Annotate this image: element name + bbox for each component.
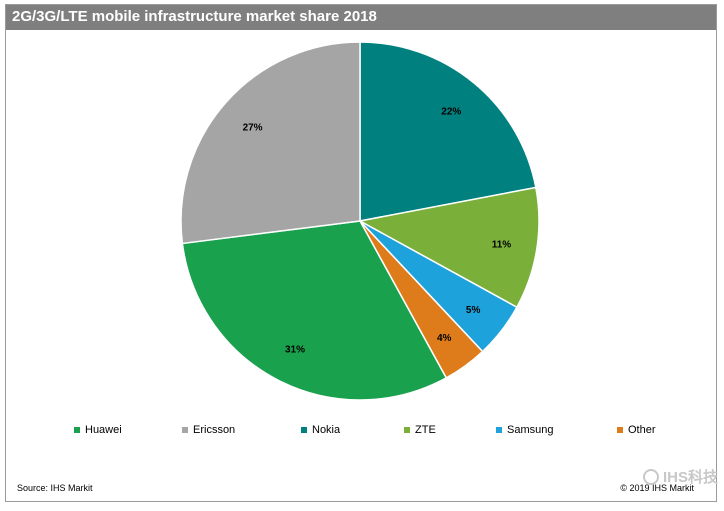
pie-chart: 22% 11% 5% 4% 31% 27% bbox=[180, 41, 540, 401]
legend-label: ZTE bbox=[415, 424, 436, 436]
legend-item-samsung: Samsung bbox=[496, 424, 553, 436]
legend-item-huawei: Huawei bbox=[74, 424, 122, 436]
legend-label: Samsung bbox=[507, 424, 554, 436]
legend-label: Other bbox=[628, 424, 656, 436]
slice-label-huawei: 31% bbox=[285, 345, 305, 356]
copyright-note: © 2019 IHS Markit bbox=[620, 483, 694, 493]
title-bar: 2G/3G/LTE mobile infrastructure market s… bbox=[6, 5, 716, 30]
legend-item-ericsson: Ericsson bbox=[182, 424, 235, 436]
legend-swatch bbox=[496, 427, 502, 433]
wechat-icon bbox=[642, 468, 659, 485]
chart-frame: 2G/3G/LTE mobile infrastructure market s… bbox=[5, 4, 717, 502]
watermark-text: IHS科技 bbox=[662, 469, 718, 486]
legend-swatch bbox=[182, 427, 188, 433]
slice-label-other: 4% bbox=[437, 333, 452, 344]
legend-swatch bbox=[404, 427, 410, 433]
legend-label: Huawei bbox=[85, 424, 122, 436]
chart-title: 2G/3G/LTE mobile infrastructure market s… bbox=[12, 8, 377, 25]
legend: Huawei Ericsson Nokia ZTE Samsung Other bbox=[6, 424, 718, 444]
legend-swatch bbox=[301, 427, 307, 433]
legend-swatch bbox=[74, 427, 80, 433]
slice-label-nokia: 22% bbox=[441, 107, 461, 118]
legend-item-zte: ZTE bbox=[404, 424, 436, 436]
pie-slice-zte bbox=[357, 186, 540, 309]
legend-item-other: Other bbox=[617, 424, 656, 436]
pie-slice-huawei bbox=[181, 220, 448, 401]
slice-label-zte: 11% bbox=[492, 239, 512, 250]
legend-swatch bbox=[617, 427, 623, 433]
watermark: IHS科技 bbox=[642, 466, 718, 487]
slice-label-samsung: 5% bbox=[466, 305, 481, 316]
legend-item-nokia: Nokia bbox=[301, 424, 340, 436]
legend-label: Ericsson bbox=[193, 424, 236, 436]
pie-slice-ericsson bbox=[180, 41, 361, 245]
pie-slice-nokia bbox=[359, 41, 537, 222]
slice-label-ericsson: 27% bbox=[243, 122, 263, 133]
source-note: Source: IHS Markit bbox=[17, 483, 93, 493]
legend-label: Nokia bbox=[312, 424, 341, 436]
